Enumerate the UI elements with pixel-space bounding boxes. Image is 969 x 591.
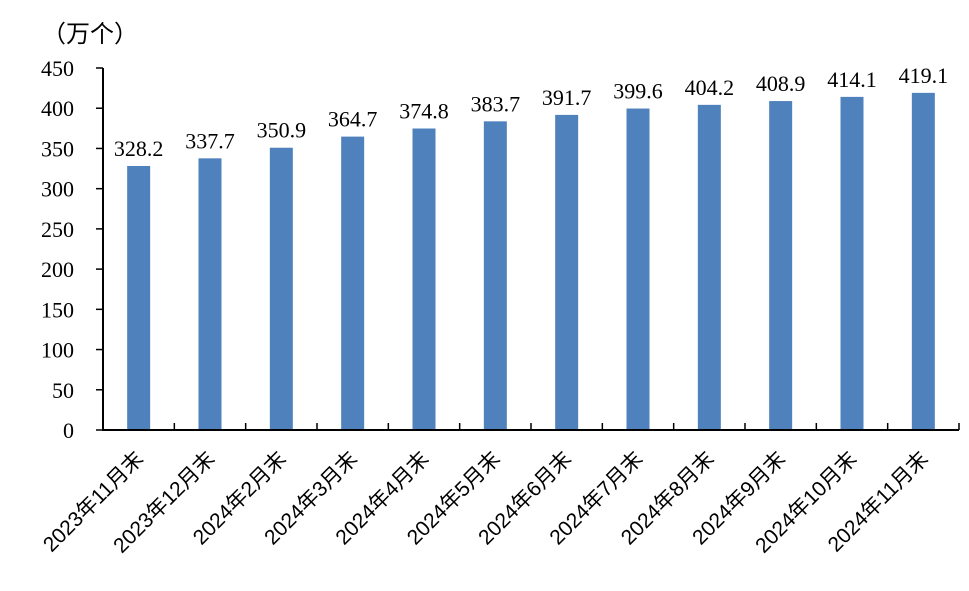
data-label: 414.1 — [827, 67, 877, 92]
y-tick-label: 100 — [41, 338, 74, 363]
data-label: 419.1 — [899, 63, 949, 88]
y-tick-label: 250 — [41, 217, 74, 242]
bar — [269, 147, 293, 430]
data-label: 328.2 — [114, 136, 164, 161]
y-tick-label: 450 — [41, 56, 74, 81]
y-tick-label: 300 — [41, 177, 74, 202]
y-tick-label: 400 — [41, 96, 74, 121]
data-label: 408.9 — [756, 71, 806, 96]
data-label: 391.7 — [542, 85, 592, 110]
bar — [769, 101, 793, 430]
bar — [840, 96, 864, 431]
bar — [127, 165, 151, 431]
bar — [697, 104, 721, 430]
bar — [198, 158, 222, 430]
bar — [555, 114, 579, 430]
y-tick-label: 200 — [41, 257, 74, 282]
bar — [911, 92, 935, 430]
y-tick-label: 50 — [52, 378, 74, 403]
data-label: 337.7 — [185, 128, 235, 153]
data-label: 404.2 — [685, 75, 735, 100]
bar — [341, 136, 365, 430]
data-label: 399.6 — [613, 79, 663, 104]
data-label: 350.9 — [257, 118, 307, 143]
bar — [626, 108, 650, 430]
y-tick-label: 0 — [63, 418, 74, 443]
y-tick-label: 150 — [41, 297, 74, 322]
y-tick-label: 350 — [41, 136, 74, 161]
data-label: 364.7 — [328, 107, 378, 132]
data-label: 383.7 — [471, 91, 521, 116]
bar — [412, 128, 436, 431]
bar — [483, 121, 507, 431]
unit-label: （万个） — [42, 21, 138, 48]
data-label: 374.8 — [399, 98, 449, 123]
